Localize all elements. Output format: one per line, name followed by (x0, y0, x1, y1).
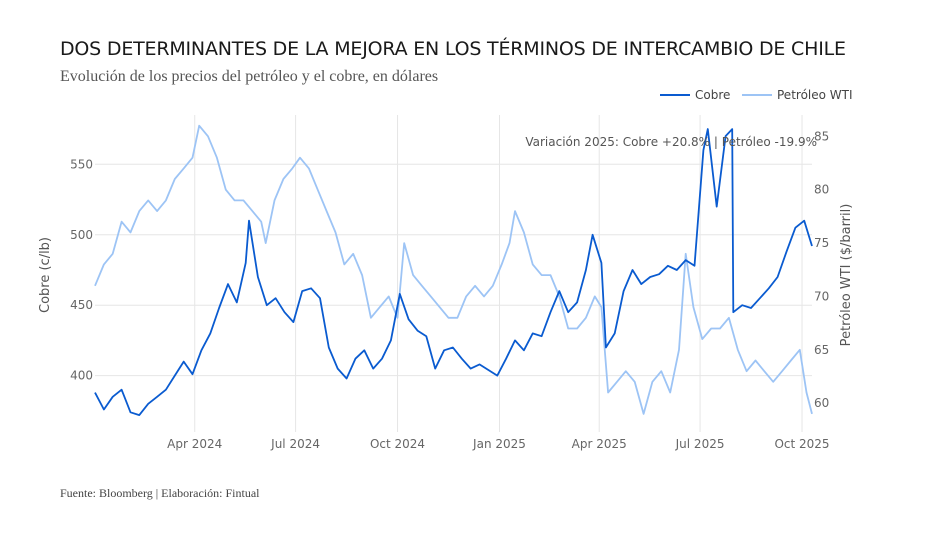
right-axis-title: Petróleo WTI ($/barril) (839, 204, 854, 347)
x-tick-label: Apr 2024 (167, 437, 222, 451)
legend-label-cobre: Cobre (695, 88, 730, 102)
y-tick-label: 500 (70, 228, 93, 242)
x-tick-label: Jul 2024 (270, 437, 320, 451)
y-tick-label: 450 (70, 298, 93, 312)
x-tick-label: Jul 2025 (675, 437, 725, 451)
y2-tick-label: 75 (814, 236, 829, 250)
y2-tick-label: 80 (814, 183, 829, 197)
y2-tick-label: 70 (814, 289, 829, 303)
x-tick-label: Jan 2025 (472, 437, 526, 451)
chart-title: DOS DETERMINANTES DE LA MEJORA EN LOS TÉ… (60, 38, 846, 60)
y2-tick-label: 85 (814, 129, 829, 143)
y2-tick-label: 60 (814, 396, 829, 410)
x-tick-label: Oct 2025 (774, 437, 829, 451)
right-axis: 60 65 70 75 80 85 (814, 129, 829, 410)
gridlines (95, 115, 812, 432)
x-tick-label: Oct 2024 (370, 437, 425, 451)
variation-annotation: Variación 2025: Cobre +20.8% | Petróleo … (525, 135, 817, 149)
source-note: Fuente: Bloomberg | Elaboración: Fintual (60, 486, 260, 500)
series-line-cobre (94, 128, 813, 417)
y2-tick-label: 65 (814, 343, 829, 357)
y-tick-label: 550 (70, 157, 93, 171)
left-axis: 400 450 500 550 (70, 157, 93, 382)
chart-subtitle: Evolución de los precios del petróleo y … (60, 68, 439, 85)
x-tick-label: Apr 2025 (572, 437, 627, 451)
series-layer (94, 124, 813, 417)
series-line-petroleo (94, 124, 813, 415)
legend: Cobre Petróleo WTI (660, 88, 853, 102)
y-tick-label: 400 (70, 369, 93, 383)
legend-label-petroleo: Petróleo WTI (777, 88, 853, 102)
left-axis-title: Cobre (c/lb) (38, 237, 53, 313)
x-axis: Apr 2024 Jul 2024 Oct 2024 Jan 2025 Apr 2025… (167, 437, 829, 451)
